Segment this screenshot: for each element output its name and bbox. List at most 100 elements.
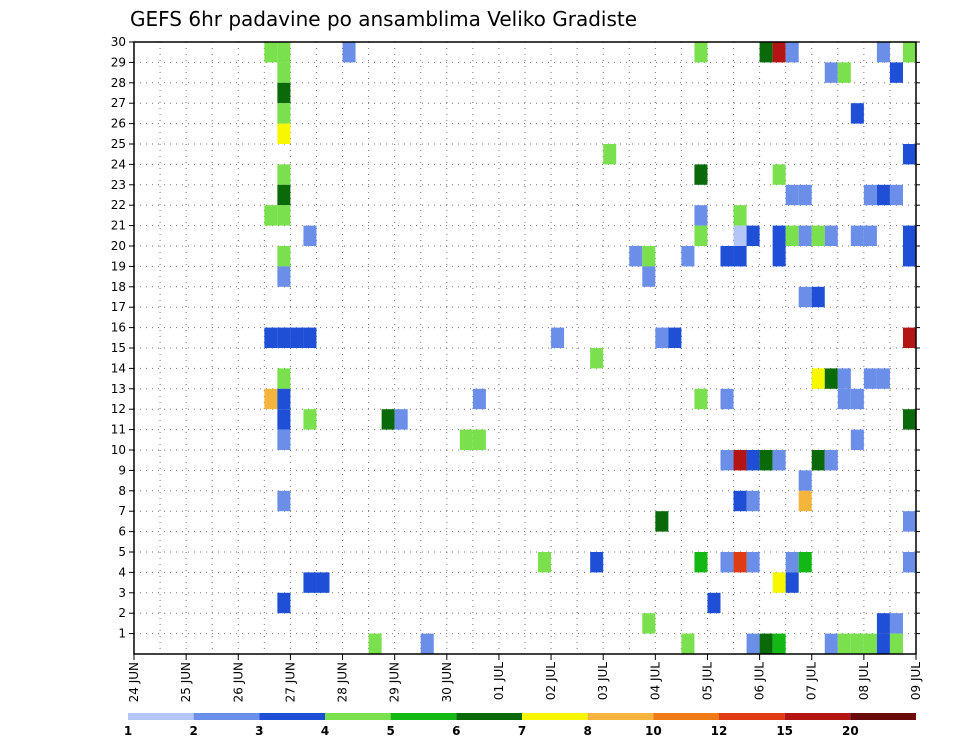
heatmap-cell bbox=[772, 450, 786, 471]
heatmap-cell bbox=[720, 388, 734, 410]
heatmap-cell bbox=[694, 205, 708, 226]
heatmap-cell bbox=[303, 225, 317, 246]
heatmap-cell bbox=[798, 490, 812, 512]
x-tick-label: 06 JUL bbox=[753, 662, 767, 700]
heatmap-cell bbox=[277, 246, 291, 267]
heatmap-cell bbox=[277, 592, 291, 614]
x-tick-label: 29 JUN bbox=[388, 662, 402, 702]
heatmap-cell bbox=[798, 225, 812, 246]
x-tick-label: 04 JUL bbox=[648, 662, 662, 700]
heatmap-cell bbox=[277, 205, 291, 226]
y-tick-label: 4 bbox=[118, 565, 126, 579]
colorbar-tick-label: 10 bbox=[645, 724, 662, 738]
heatmap-cell bbox=[902, 327, 916, 348]
heatmap-cell bbox=[590, 552, 604, 573]
x-tick-label: 25 JUN bbox=[179, 662, 193, 702]
heatmap-cell bbox=[694, 388, 708, 410]
heatmap-cell bbox=[876, 368, 890, 389]
heatmap-cell bbox=[889, 613, 903, 634]
heatmap-cell bbox=[889, 184, 903, 206]
heatmap-cell bbox=[798, 552, 812, 573]
heatmap-cells bbox=[264, 42, 916, 654]
heatmap-cell bbox=[733, 450, 747, 471]
heatmap-cell bbox=[642, 246, 656, 267]
heatmap-cell bbox=[277, 123, 291, 144]
colorbar-swatch bbox=[390, 713, 457, 720]
x-tick-label: 09 JUL bbox=[909, 662, 923, 700]
heatmap-cell bbox=[824, 633, 838, 654]
heatmap-cell bbox=[837, 62, 851, 83]
y-tick-label: 21 bbox=[111, 219, 126, 233]
heatmap-cell bbox=[264, 388, 278, 410]
heatmap-cell bbox=[798, 286, 812, 308]
heatmap-cell bbox=[772, 572, 786, 593]
heatmap-cell bbox=[277, 266, 291, 287]
heatmap-cell bbox=[368, 633, 382, 654]
colorbar: 1 2 3 4 5 6 7 8 10 12 15 20 bbox=[124, 713, 916, 738]
heatmap-cell bbox=[772, 225, 786, 246]
heatmap-cell bbox=[277, 103, 291, 124]
heatmap-cell bbox=[798, 470, 812, 491]
heatmap-cell bbox=[629, 246, 643, 267]
y-tick-label: 19 bbox=[111, 259, 126, 273]
x-tick-label: 30 JUN bbox=[440, 662, 454, 702]
x-tick-label: 24 JUN bbox=[127, 662, 141, 702]
y-tick-label: 7 bbox=[118, 504, 126, 518]
heatmap-cell bbox=[303, 327, 317, 348]
heatmap-cell bbox=[277, 409, 291, 430]
x-tick-label: 05 JUL bbox=[700, 662, 714, 700]
heatmap-cell bbox=[733, 552, 747, 573]
colorbar-swatch bbox=[587, 713, 654, 720]
heatmap-cell bbox=[785, 225, 799, 246]
y-tick-label: 11 bbox=[111, 423, 126, 437]
heatmap-cell bbox=[889, 633, 903, 654]
y-tick-label: 23 bbox=[111, 178, 126, 192]
heatmap-cell bbox=[472, 429, 486, 450]
colorbar-swatch bbox=[719, 713, 785, 720]
heatmap-cell bbox=[811, 450, 825, 471]
heatmap-cell bbox=[720, 552, 734, 573]
heatmap-cell bbox=[772, 42, 786, 63]
y-tick-label: 26 bbox=[111, 117, 126, 131]
x-tick-label: 03 JUL bbox=[596, 662, 610, 700]
chart-title: GEFS 6hr padavine po ansamblima Veliko G… bbox=[130, 7, 637, 31]
heatmap-cell bbox=[720, 246, 734, 267]
heatmap-cell bbox=[798, 184, 812, 206]
colorbar-tick-label: 20 bbox=[842, 724, 859, 738]
heatmap-cell bbox=[850, 633, 864, 654]
y-tick-label: 10 bbox=[111, 443, 126, 457]
heatmap-cell bbox=[277, 42, 291, 63]
heatmap-cell bbox=[837, 388, 851, 410]
heatmap-cell bbox=[459, 429, 473, 450]
y-axis-ticks: 1234567891011121314151617181920212223242… bbox=[111, 35, 920, 641]
heatmap-cell bbox=[316, 572, 330, 593]
y-tick-label: 12 bbox=[111, 402, 126, 416]
y-tick-label: 2 bbox=[118, 606, 126, 620]
colorbar-swatch bbox=[259, 713, 325, 720]
y-tick-label: 30 bbox=[111, 35, 126, 49]
y-tick-label: 8 bbox=[118, 484, 126, 498]
heatmap-cell bbox=[889, 62, 903, 83]
heatmap-cell bbox=[876, 633, 890, 654]
colorbar-tick-label: 6 bbox=[452, 724, 460, 738]
heatmap-cell bbox=[746, 552, 760, 573]
colorbar-tick-label: 8 bbox=[583, 724, 591, 738]
heatmap-cell bbox=[863, 633, 877, 654]
y-tick-label: 20 bbox=[111, 239, 126, 253]
colorbar-swatch bbox=[325, 713, 391, 720]
colorbar-tick-label: 2 bbox=[189, 724, 197, 738]
heatmap-cell bbox=[590, 348, 604, 369]
y-tick-label: 16 bbox=[111, 321, 126, 335]
y-tick-label: 24 bbox=[111, 157, 126, 171]
colorbar-tick-label: 7 bbox=[518, 724, 526, 738]
heatmap-cell bbox=[902, 246, 916, 267]
heatmap-cell bbox=[785, 552, 799, 573]
heatmap-cell bbox=[733, 225, 747, 246]
heatmap-cell bbox=[733, 246, 747, 267]
heatmap-cell bbox=[902, 511, 916, 532]
y-tick-label: 29 bbox=[111, 55, 126, 69]
heatmap-cell bbox=[694, 42, 708, 63]
heatmap-cell bbox=[824, 368, 838, 389]
heatmap-cell bbox=[277, 184, 291, 206]
heatmap-cell bbox=[642, 266, 656, 287]
